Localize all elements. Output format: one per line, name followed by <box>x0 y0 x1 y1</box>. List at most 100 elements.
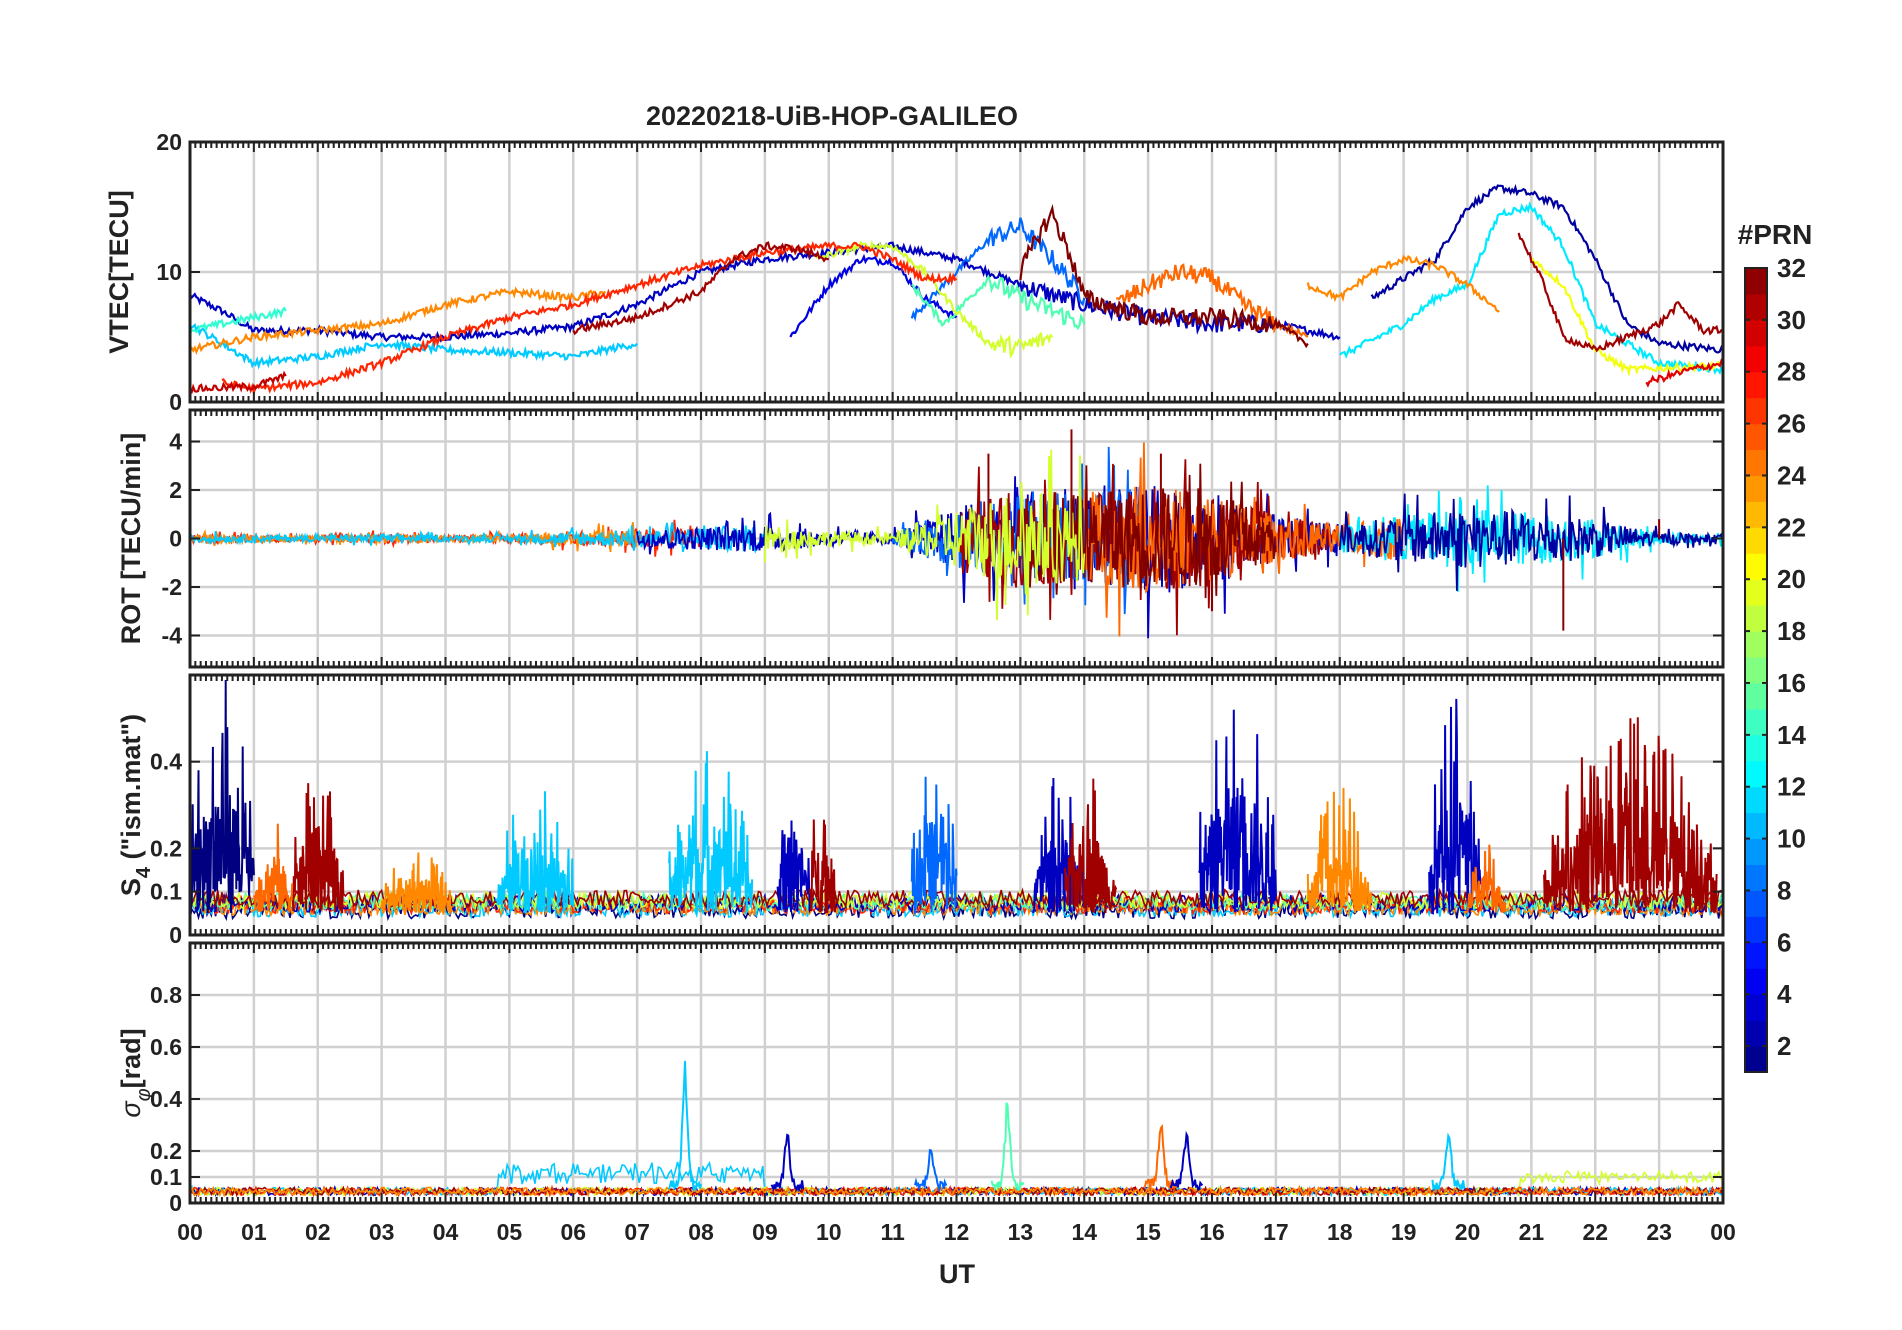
s4-burst-prn-8 <box>910 776 958 915</box>
x-tick-label: 18 <box>1327 1219 1353 1245</box>
panel-rot: -4 -2 0 2 4 ROT [TECU/min] <box>116 408 1725 669</box>
x-tick-label: 17 <box>1263 1219 1289 1245</box>
data-s4 <box>190 679 1723 922</box>
x-tick-label: 00 <box>177 1219 203 1245</box>
s4-burst-prn-11 <box>495 791 575 914</box>
s4-burst-prn-31 <box>808 819 837 914</box>
panel-s4: 0 0.1 0.2 0.4S4 ("ism.mat") <box>116 673 1725 948</box>
x-tick-label: 16 <box>1199 1219 1225 1245</box>
colorbar-tick-label: 26 <box>1777 409 1806 439</box>
sigma-peak-prn-11 <box>668 1060 702 1193</box>
x-tick-label: 04 <box>433 1219 459 1245</box>
x-tick-label: 11 <box>880 1219 905 1245</box>
colorbar-band <box>1745 760 1767 788</box>
x-tick-label: 03 <box>369 1219 395 1245</box>
vtec-line-prn-12 <box>1339 201 1723 376</box>
x-tick-label: 20 <box>1455 1219 1481 1245</box>
y-tick-label: -2 <box>162 574 182 600</box>
colorbar-band <box>1745 319 1767 347</box>
x-tick-labels: 00 01 02 03 04 05 06 07 08 09 10 11 12 13 14 15 16 17 18 19… <box>177 1219 1736 1245</box>
y-tick-label: 10 <box>156 259 182 285</box>
chart-title: 20220218-UiB-HOP-GALILEO <box>646 101 1018 131</box>
y-tick-label: 0 <box>169 922 182 948</box>
colorbar-tick-label: 18 <box>1777 616 1806 646</box>
vtec-line-prn-29 <box>1645 358 1723 388</box>
y-tick-label: 0.1 <box>150 879 182 905</box>
x-tick-label: 09 <box>752 1219 778 1245</box>
colorbar-band <box>1745 838 1767 866</box>
colorbar-band <box>1745 890 1767 917</box>
x-tick-label: 23 <box>1646 1219 1672 1245</box>
colorbar-tick-label: 10 <box>1777 824 1806 854</box>
s4-burst-prn-1 <box>190 679 255 915</box>
vtec-line-prn-20 <box>1530 257 1723 378</box>
colorbar-band <box>1745 994 1767 1021</box>
colorbar-tick-label: 24 <box>1777 460 1806 490</box>
colorbar-band <box>1745 605 1767 632</box>
y-tick-label: -4 <box>162 622 183 648</box>
colorbar-band <box>1745 397 1767 425</box>
colorbar-band <box>1745 682 1767 710</box>
x-tick-label: 22 <box>1582 1219 1608 1245</box>
x-tick-label: 21 <box>1519 1219 1545 1245</box>
vtec-line-prn-32 <box>1019 203 1309 349</box>
y-tick-label: 2 <box>169 477 182 503</box>
vtec-line-prn-3 <box>190 241 1341 343</box>
colorbar-band <box>1745 708 1767 736</box>
vtec-line-prn-31 <box>1517 232 1723 353</box>
vtec-line-prn-25 <box>1116 263 1309 338</box>
s4-burst-prn-31 <box>1543 717 1718 914</box>
s4-baseline-prn-11 <box>190 896 1723 920</box>
data-vtec <box>190 183 1723 397</box>
colorbar-title: #PRN <box>1738 219 1813 250</box>
s4-burst-prn-25 <box>1466 844 1507 914</box>
colorbar-band <box>1745 916 1767 943</box>
colorbar-band <box>1745 553 1767 580</box>
colorbar-band <box>1745 423 1767 451</box>
data-rot <box>190 429 1723 639</box>
s4-burst-prn-31 <box>1064 778 1118 914</box>
y-axis-label-sigma: σφ[rad] <box>116 1028 155 1117</box>
colorbar-band <box>1745 812 1767 840</box>
colorbar-tick-label: 2 <box>1777 1031 1791 1061</box>
x-tick-label: 10 <box>816 1219 842 1245</box>
vtec-line-prn-24 <box>1306 254 1500 313</box>
vtec-line-prn-31 <box>572 241 829 336</box>
sigma-peak-prn-15 <box>990 1102 1025 1193</box>
colorbar-tick-label: 22 <box>1777 512 1806 542</box>
vtec-line-prn-27 <box>221 241 958 397</box>
vtec-line-prn-14 <box>190 306 287 335</box>
colorbar-band <box>1745 449 1767 476</box>
vtec-line-prn-8 <box>910 217 1086 322</box>
sigma-peak-prn-8 <box>914 1148 948 1194</box>
sigma-peak-prn-3 <box>770 1133 805 1193</box>
s4-burst-prn-25 <box>252 823 294 913</box>
vtec-line-prn-11 <box>190 322 638 370</box>
y-tick-label: 0.2 <box>150 1138 182 1164</box>
colorbar-band <box>1745 968 1767 995</box>
y-tick-label: 4 <box>169 429 182 455</box>
sigma-peak-prn-3 <box>1169 1130 1204 1192</box>
rot-line-prn-2 <box>1338 493 1723 591</box>
x-tick-label: 07 <box>624 1219 650 1245</box>
colorbar-band <box>1745 501 1767 528</box>
y-tick-label: 0.4 <box>150 1086 182 1112</box>
panel-vtec: 0 10 20 VTEC[TECU] <box>104 129 1725 415</box>
s4-burst-prn-3 <box>1198 709 1277 913</box>
y-tick-label: 0.1 <box>150 1164 182 1190</box>
colorbar-band <box>1745 631 1767 658</box>
colorbar-band <box>1745 734 1767 762</box>
colorbar-band <box>1745 268 1767 295</box>
s4-burst-prn-24 <box>380 852 453 917</box>
colorbar-band <box>1745 942 1767 969</box>
y-tick-label: 0 <box>169 1190 182 1216</box>
x-tick-label: 13 <box>1008 1219 1034 1245</box>
s4-burst-prn-31 <box>291 783 345 914</box>
colorbar-tick-label: 30 <box>1777 305 1806 335</box>
colorbar-band <box>1745 475 1767 502</box>
rot-line-prn-19 <box>764 449 1086 621</box>
s4-burst-prn-11 <box>668 751 754 914</box>
